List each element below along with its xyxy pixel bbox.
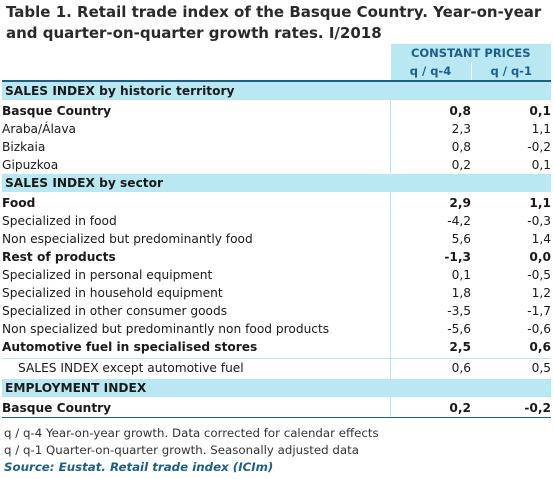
col-header-qoq: q / q-1	[470, 62, 551, 82]
section-sector: SALES INDEX by sector	[2, 174, 551, 192]
table-row: Food 2,9 1,1	[2, 194, 551, 212]
table-row: Specialized in household equipment 1,8 1…	[2, 284, 551, 302]
table-row-except-fuel: SALES INDEX except automotive fuel 0,6 0…	[2, 358, 551, 377]
constant-prices-header: CONSTANT PRICES	[389, 44, 551, 62]
table-row: Non specialized but predominantly non fo…	[2, 320, 551, 338]
table-row: Specialized in personal equipment 0,1 -0…	[2, 266, 551, 284]
table-row: Araba/Álava 2,3 1,1	[2, 120, 551, 138]
section-historic: SALES INDEX by historic territory	[2, 81, 551, 100]
table-row: Automotive fuel in specialised stores 2,…	[2, 338, 551, 356]
table-row: Rest of products -1,3 0,0	[2, 248, 551, 266]
table-row: Specialized in other consumer goods -3,5…	[2, 302, 551, 320]
section-label: EMPLOYMENT INDEX	[2, 379, 390, 397]
table-row: Non especialized but predominantly food …	[2, 230, 551, 248]
footnote-qoq: q / q-1 Quarter-on-quarter growth. Seaso…	[4, 443, 359, 457]
footnote-yoy: q / q-4 Year-on-year growth. Data correc…	[4, 426, 379, 440]
table-row: Basque Country 0,2 -0,2	[2, 399, 551, 418]
header-row-columns: q / q-4 q / q-1	[2, 62, 551, 82]
section-employment: EMPLOYMENT INDEX	[2, 379, 551, 397]
source-note: Source: Eustat. Retail trade index (ICIm…	[4, 460, 274, 474]
table-row: Basque Country 0,8 0,1	[2, 102, 551, 120]
col-header-yoy: q / q-4	[389, 62, 471, 82]
table-row: Specialized in food -4,2 -0,3	[2, 212, 551, 230]
retail-trade-table: CONSTANT PRICES q / q-4 q / q-1 SALES IN…	[2, 44, 551, 418]
table-title: Table 1. Retail trade index of the Basqu…	[6, 3, 542, 42]
section-label: SALES INDEX by sector	[2, 174, 390, 192]
footnotes: q / q-4 Year-on-year growth. Data correc…	[4, 425, 379, 476]
header-row-group: CONSTANT PRICES	[2, 44, 551, 62]
table-row: Gipuzkoa 0,2 0,1	[2, 156, 551, 174]
section-label: SALES INDEX by historic territory	[2, 81, 390, 100]
table-row: Bizkaia 0,8 -0,2	[2, 138, 551, 156]
